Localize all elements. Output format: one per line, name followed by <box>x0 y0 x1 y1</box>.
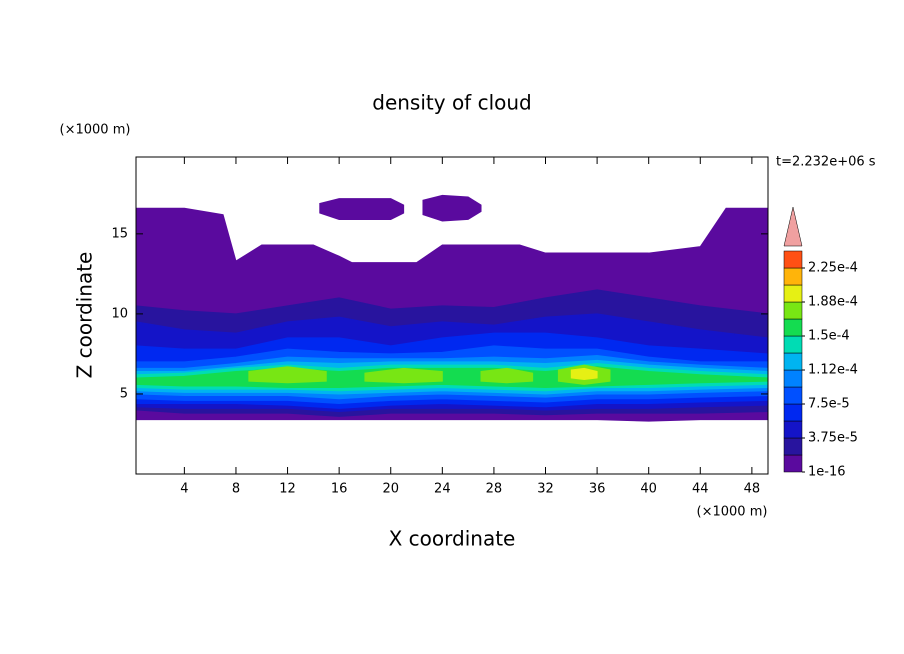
colorbar-tick-label: 1.5e-4 <box>808 329 850 344</box>
x-tick-label: 36 <box>589 482 606 497</box>
plot-frame <box>135 156 769 475</box>
x-tick-label: 24 <box>434 482 451 497</box>
colorbar-segment <box>783 454 803 473</box>
x-tick-label: 8 <box>232 482 240 497</box>
time-label: t=2.232e+06 s <box>776 155 876 170</box>
y-axis-label: Z coordinate <box>73 252 97 379</box>
colorbar-segment <box>783 352 803 371</box>
x-tick-label: 28 <box>486 482 503 497</box>
colorbar-segment <box>783 267 803 286</box>
colorbar-segment <box>783 318 803 337</box>
colorbar-segment <box>783 420 803 439</box>
colorbar-tick-label: 1e-16 <box>808 465 846 480</box>
colorbar-segment <box>783 369 803 388</box>
colorbar-segment <box>783 284 803 303</box>
colorbar-tick-label: 3.75e-5 <box>808 431 858 446</box>
colorbar-tick-label: 1.12e-4 <box>808 363 858 378</box>
x-tick-label: 32 <box>537 482 554 497</box>
contour-region <box>319 198 405 220</box>
colorbar-tick-label: 7.5e-5 <box>808 397 850 412</box>
y-tick-label: 5 <box>120 386 128 401</box>
y-tick-label: 15 <box>111 226 128 241</box>
contour-region <box>248 366 327 384</box>
colorbar-segment <box>783 386 803 405</box>
colorbar-segment <box>783 250 803 269</box>
x-tick-label: 4 <box>180 482 188 497</box>
x-tick-label: 12 <box>279 482 296 497</box>
x-unit: (×1000 m) <box>697 505 768 520</box>
colorbar-extend <box>783 206 803 247</box>
colorbar-segment <box>783 301 803 320</box>
colorbar-tick-label: 2.25e-4 <box>808 261 858 276</box>
colorbar-segment <box>783 437 803 456</box>
x-tick-label: 48 <box>744 482 761 497</box>
y-tick-label: 10 <box>111 306 128 321</box>
colorbar-segment <box>783 335 803 354</box>
colorbar-tick-label: 1.88e-4 <box>808 295 858 310</box>
contour-region <box>480 367 534 384</box>
y-unit: (×1000 m) <box>60 123 131 138</box>
contour-region <box>422 194 482 222</box>
x-axis-label: X coordinate <box>389 527 516 551</box>
x-tick-label: 40 <box>640 482 657 497</box>
x-tick-label: 16 <box>331 482 348 497</box>
contour-region <box>570 367 598 381</box>
chart-title: density of cloud <box>372 91 531 115</box>
colorbar-segment <box>783 403 803 422</box>
contour-region <box>364 367 443 384</box>
x-tick-label: 44 <box>692 482 709 497</box>
x-tick-label: 20 <box>382 482 399 497</box>
